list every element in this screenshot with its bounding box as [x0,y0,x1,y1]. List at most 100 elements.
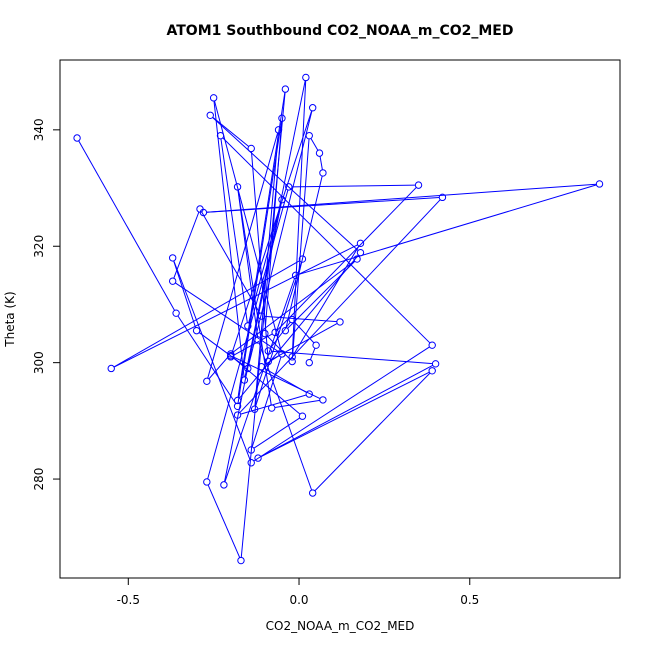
data-point [356,239,365,248]
series-segment [294,321,315,344]
series-segment [253,417,301,449]
data-point [278,195,286,204]
data-point [261,329,269,338]
data-point [247,446,255,454]
series-segment [206,183,597,213]
data-point [319,396,327,404]
data-point [233,183,242,191]
series-segment [291,138,310,359]
data-point [73,134,81,142]
series-segment [220,138,248,323]
series-segment [291,184,416,188]
data-point [216,131,225,140]
series-segment [270,323,338,361]
data-point [240,376,249,384]
series-segment [260,364,434,458]
data-point [438,193,447,202]
series-segment [276,187,417,331]
data-point [203,377,211,385]
data-point [305,390,313,398]
series-segment [293,245,360,355]
series-segment [264,315,337,323]
data-point [319,169,327,177]
data-point [247,459,255,467]
data-point [168,277,177,285]
y-tick-label: 340 [32,118,46,141]
series-segment [237,189,272,405]
data-point [271,328,279,337]
data-point [278,350,286,358]
data-point [298,412,307,420]
y-axis-label: Theta (K) [3,291,17,347]
series-segment [177,315,237,404]
series-segment [309,347,316,360]
series-segment [173,211,200,279]
data-point [233,411,242,419]
data-point [356,248,365,257]
data-point [308,104,317,112]
y-tick-label: 280 [32,468,46,491]
series-segment [298,184,597,275]
plot-area [73,73,604,565]
series-segment [310,138,319,151]
series-segment [212,117,359,251]
series-segment [207,484,241,558]
x-tick-label: 0.0 [289,593,308,607]
series-segment [231,110,313,354]
series-segment [237,189,259,337]
data-point [257,312,266,320]
series-segment [208,356,230,380]
series-segment [285,175,323,328]
data-point [308,489,317,497]
chart-title: ATOM1 Southbound CO2_NOAA_m_CO2_MED [167,23,514,39]
plot-frame [59,59,621,579]
series-segment [291,80,307,354]
data-point [247,144,255,153]
series-segment [260,371,430,458]
series-segment [237,121,282,404]
data-point [431,360,440,368]
series-segment [233,356,321,399]
data-point [305,358,313,367]
series-segment [266,335,291,360]
y-axis: 280 300 320 340 [32,118,60,491]
data-point [278,114,286,122]
data-point [250,405,259,413]
data-point [268,404,276,412]
data-point [233,396,242,405]
data-point [257,363,266,371]
data-point [428,341,436,349]
data-point [264,357,272,366]
series-segment [274,399,320,409]
data-point [414,181,423,189]
series-segment [224,202,282,482]
series-segment [248,202,282,324]
series-segment [237,92,286,398]
series-segment [248,110,313,366]
data-point [199,208,208,217]
series-segment [173,260,251,460]
data-point [206,111,214,119]
data-point [353,255,361,263]
series-segment [232,357,301,415]
data-point [227,351,235,360]
data-point [315,149,324,157]
data-point [302,73,310,82]
series-segment [319,156,323,170]
data-point [281,326,290,335]
series-segment [269,321,291,349]
data-point [107,364,115,373]
x-axis: -0.5 0.0 0.5 [117,578,479,607]
x-axis-label: CO2_NOAA_m_CO2_MED [266,619,415,633]
data-point [595,180,604,188]
data-point [209,94,218,102]
series-segment [207,132,279,379]
data-point [312,341,320,349]
data-point [237,556,245,565]
data-point [285,183,293,191]
data-point [254,454,262,462]
data-point [305,131,313,140]
data-point [281,85,290,93]
series-segment [222,137,431,344]
